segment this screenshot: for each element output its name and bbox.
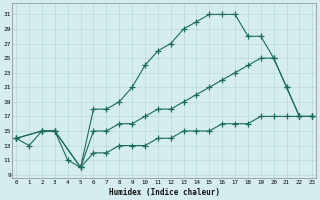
X-axis label: Humidex (Indice chaleur): Humidex (Indice chaleur): [109, 188, 220, 197]
